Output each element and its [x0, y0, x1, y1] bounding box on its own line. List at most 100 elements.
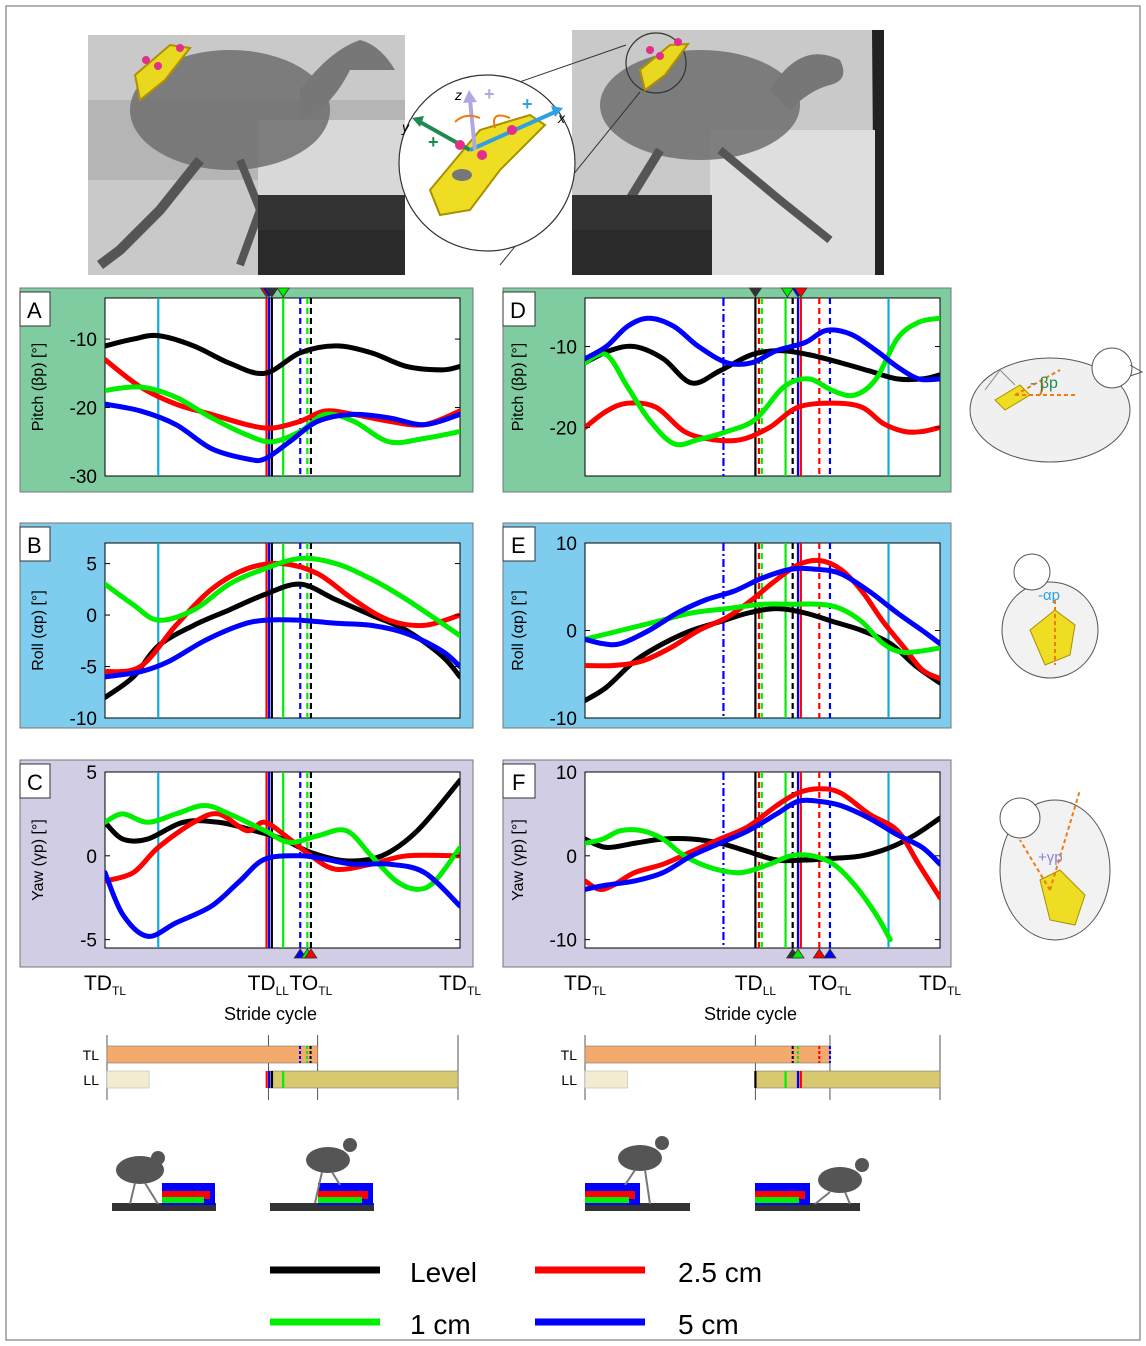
series-line-1-cm	[105, 384, 460, 446]
event-marker	[812, 948, 827, 959]
series-line-level	[105, 332, 460, 377]
chart-yaw-right: -10 0 10 Yaw (γp) [°] TDTL TDLL TOTL TDTL Stride…	[510, 763, 961, 1024]
x-tick-label: TDTL	[84, 972, 126, 998]
y-tick-label: -30	[70, 467, 97, 488]
y-tick-label: -5	[80, 931, 97, 952]
series-line-5-cm	[585, 797, 940, 892]
x-tick-label: TDLL	[248, 972, 290, 998]
legend-label-1cm: 1 cm	[410, 1309, 471, 1340]
x-axis-title: Stride cycle	[704, 1004, 797, 1024]
series-line-1-cm	[105, 555, 460, 639]
legend-label-level: Level	[410, 1257, 477, 1288]
chart-pitch-left: -30 -20 -10 Pitch (βp) [°]	[30, 287, 461, 488]
y-tick-label: -10	[550, 709, 577, 730]
z-plus-label: +	[484, 84, 495, 104]
chart-roll-right: -10 0 10 Roll (αp) [°]	[510, 534, 941, 730]
y-axis-label: Roll (αp) [°]	[510, 590, 527, 671]
x-tick-label: TDTL	[564, 972, 606, 998]
xray-image-right	[572, 30, 884, 275]
y-tick-label: 5	[86, 555, 97, 576]
y-plus-label: +	[428, 132, 439, 152]
y-tick-label: -10	[70, 709, 97, 730]
chart-roll-left: -10 -5 0 5 Roll (αp) [°]	[30, 542, 461, 730]
tl-stance-bar	[106, 1045, 318, 1064]
y-tick-label: -10	[550, 931, 577, 952]
y-axis-label: Roll (αp) [°]	[30, 590, 47, 671]
y-tick-label: 5	[86, 763, 97, 784]
bird-icon-1	[112, 1151, 216, 1211]
plot-area	[584, 542, 941, 719]
series-line-5-cm	[105, 401, 460, 464]
series-line-1-cm	[585, 601, 940, 655]
legend: Level 2.5 cm 1 cm 5 cm	[270, 1257, 762, 1340]
y-tick-label: -20	[550, 418, 577, 439]
y-axis-label: Pitch (βp) [°]	[30, 343, 47, 432]
tl-stance-bar	[584, 1045, 831, 1064]
roll-schematic: -αp	[1001, 553, 1099, 679]
series-line-2-5-cm	[105, 357, 460, 431]
y-axis-label: Yaw (γp) [°]	[510, 819, 527, 901]
yaw-schematic: +γp	[999, 789, 1111, 941]
event-marker	[780, 287, 795, 298]
tl-label: TL	[83, 1047, 100, 1063]
series-line-1-cm	[585, 827, 893, 943]
svg-text:F: F	[512, 770, 525, 795]
pitch-symbol: - βp	[1030, 375, 1058, 392]
svg-text:D: D	[510, 298, 526, 323]
chart-yaw-left: -5 0 5 Yaw (γp) [°] TDTL TDLL TOTL TDTL Stride c…	[30, 763, 481, 1024]
series-line-2-5-cm	[585, 786, 940, 901]
x-axis-label: x	[557, 110, 566, 126]
y-axis-label: Pitch (βp) [°]	[510, 343, 527, 432]
x-tick-label: TDLL	[735, 972, 777, 998]
series-line-level	[585, 606, 940, 703]
x-tick-label: TOTL	[289, 972, 332, 998]
event-marker	[791, 948, 805, 959]
svg-text:A: A	[27, 298, 42, 323]
event-marker	[304, 948, 318, 959]
event-marker	[276, 287, 290, 298]
plot-area	[584, 297, 941, 477]
bird-icon-4	[755, 1158, 869, 1211]
panel-letters: A B C D E F	[19, 291, 536, 799]
chart-pitch-right: -20 -10 Pitch (βp) [°]	[510, 287, 941, 477]
event-marker	[265, 287, 279, 298]
event-marker	[748, 287, 763, 298]
roll-symbol: -αp	[1038, 587, 1060, 604]
yaw-symbol: +γp	[1038, 849, 1063, 866]
series-line-level	[585, 815, 940, 864]
bird-obstacle-icons	[112, 1136, 869, 1211]
x-tick-label: TDTL	[919, 972, 961, 998]
bird-icon-3	[585, 1136, 690, 1211]
y-tick-label: 0	[566, 622, 577, 643]
x-axis-title: Stride cycle	[224, 1004, 317, 1024]
y-tick-label: -10	[70, 330, 97, 351]
bird-icon-2	[270, 1138, 374, 1211]
series-line-level	[585, 343, 940, 386]
series-line-5-cm	[105, 617, 460, 680]
y-axis-label: Yaw (γp) [°]	[30, 819, 47, 901]
y-tick-label: -10	[550, 338, 577, 359]
legend-label-5cm: 5 cm	[678, 1309, 739, 1340]
svg-text:C: C	[27, 770, 43, 795]
z-axis-arrow	[468, 99, 477, 151]
series-line-5-cm	[105, 853, 460, 939]
y-tick-label: 10	[556, 763, 577, 784]
x-plus-label: +	[522, 94, 533, 114]
svg-text:E: E	[511, 533, 526, 558]
y-tick-label: 0	[86, 847, 97, 868]
ll-stance-bar	[268, 1070, 459, 1089]
ll-label: LL	[83, 1072, 99, 1088]
series-line-5-cm	[585, 315, 940, 383]
y-axis-label: y	[401, 119, 410, 135]
event-marker	[794, 287, 808, 298]
svg-text:B: B	[27, 533, 42, 558]
y-tick-label: 10	[556, 534, 577, 555]
series-line-5-cm	[585, 565, 940, 648]
ll-label: LL	[561, 1072, 577, 1088]
x-tick-label: TDTL	[439, 972, 481, 998]
skull-coordinate-schematic: x y z + + +	[398, 44, 641, 266]
plot-area	[584, 771, 941, 949]
tl-label: TL	[561, 1047, 578, 1063]
x-tick-label: TOTL	[809, 972, 852, 998]
